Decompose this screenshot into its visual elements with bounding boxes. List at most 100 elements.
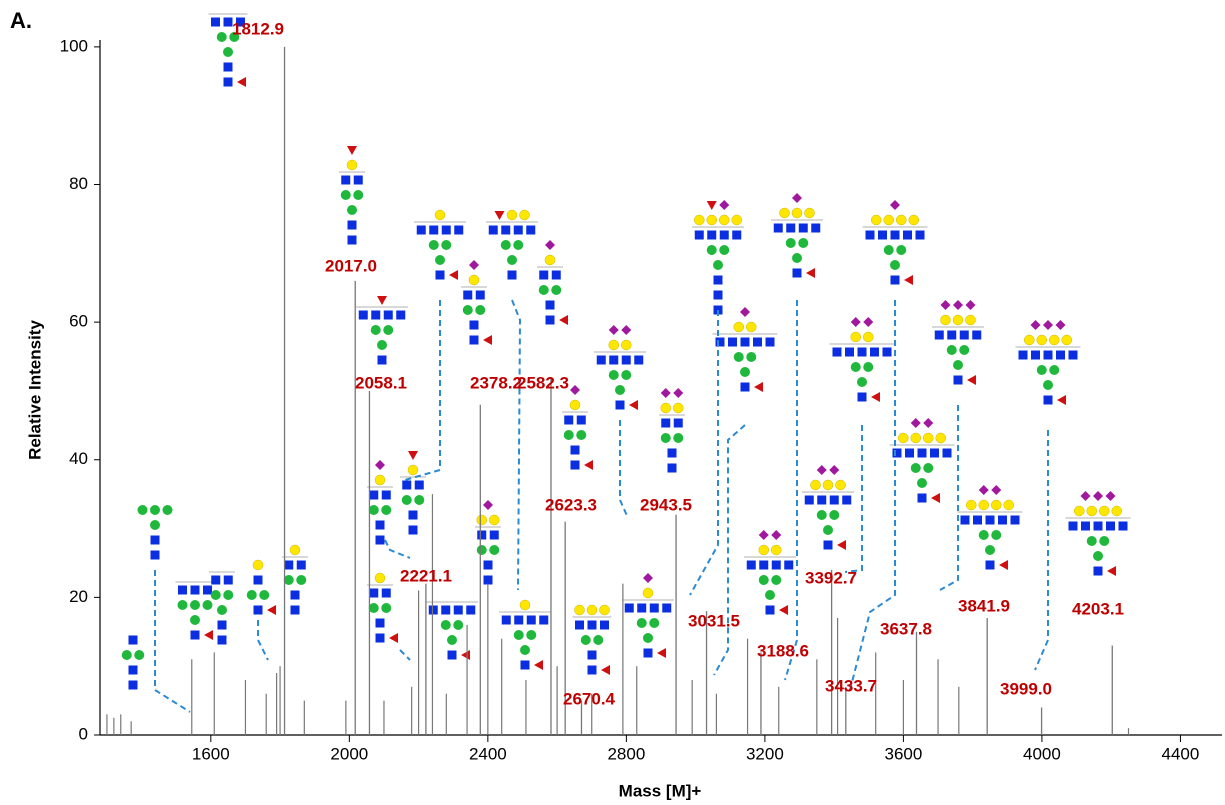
glycan-circle [247,590,257,600]
glycan-circle [290,545,300,555]
glycan-diamond [469,260,479,270]
glycan-diamond [1093,491,1103,501]
glycan-circle [441,240,451,250]
glycan-square [905,449,914,458]
glycan-circle [1004,500,1014,510]
glycan-square [833,348,842,357]
glycan-square [489,226,498,235]
glycan-circle [447,635,457,645]
glycan-square [484,576,493,585]
glycan-circle [836,480,846,490]
panel-label: A. [10,8,32,33]
x-tick-label: 3600 [884,744,922,763]
connector [690,310,718,595]
glycan-circle [909,215,919,225]
x-tick-label: 4400 [1162,744,1200,763]
glycan-circle [369,603,379,613]
glycan-square [546,316,555,325]
glycan-circle [375,475,385,485]
glycan-square [644,649,653,658]
glycan-circle [178,600,188,610]
glycan-square [436,271,445,280]
glycan-circle [780,208,790,218]
glycan-square [600,621,609,630]
glycan-square [291,591,300,600]
glycan-circle [1093,551,1103,561]
peak-label: 3188.6 [757,641,809,660]
x-tick-label: 1600 [192,744,230,763]
glycan-square [470,321,479,330]
glycan-circle [1037,335,1047,345]
glycan-circle [217,605,227,615]
glycan-circle [593,635,603,645]
glycan-square [376,521,385,530]
glycan-circle [991,500,1001,510]
glycan-circle [732,215,742,225]
glycan-circle [851,362,861,372]
y-tick-label: 100 [60,36,88,55]
glycan-square [883,348,892,357]
glycan-square [129,666,138,675]
peak-label: 1812.9 [232,19,284,38]
glycan-square [291,606,300,615]
glycan-square [772,561,781,570]
glycan-diamond [911,418,921,428]
glycan-circle [477,545,487,555]
glycan-diamond [759,530,769,540]
glycan-circle [377,340,387,350]
glycan-triangle [377,296,387,305]
glycan-circle [441,620,451,630]
glycan-circle [122,650,132,660]
glycan-circle [190,600,200,610]
glycan-square [716,338,725,347]
glycan-diamond [829,465,839,475]
glycan-square [514,226,523,235]
glycan-circle [851,332,861,342]
glycan-circle [1049,365,1059,375]
glycan-circle [381,505,391,515]
glycan-square [728,338,737,347]
y-axis-title: Relative Intensity [25,320,44,460]
glycan-square [539,271,548,280]
glycan-square [817,496,826,505]
glycan-triangle [1057,395,1066,405]
glycan-circle [811,480,821,490]
glycan-square [858,393,867,402]
glycan-square [224,78,233,87]
connector [385,540,410,558]
glycan-circle [284,575,294,585]
glycan-circle [746,322,756,332]
glycan-circle [507,255,517,265]
glycan-circle [475,305,485,315]
glycan-square [930,449,939,458]
glycan-triangle [389,633,398,643]
glycan-square [371,311,380,320]
glycan-circle [469,275,479,285]
peak-label: 3433.7 [825,676,877,695]
glycan-square [597,356,606,365]
glycan-circle [223,47,233,57]
glycan-circle [734,322,744,332]
glycan-square [637,604,646,613]
glycan-square [1094,567,1103,576]
peak-label: 2943.5 [640,495,692,514]
glycan-square [463,291,472,300]
peak-label: 3637.8 [880,619,932,638]
glycan-square [376,536,385,545]
glycan-circle [383,325,393,335]
glycan-square [891,276,900,285]
glycan-square [845,348,854,357]
glycan-square [986,516,995,525]
glycan-diamond [545,240,555,250]
glycan-square [508,271,517,280]
glycan-triangle [559,315,568,325]
glycan-circle [526,630,536,640]
glycan-circle [513,240,523,250]
glycan-circle [564,430,574,440]
glycan-square [191,631,200,640]
glycan-circle [501,240,511,250]
glycan-square [501,226,510,235]
glycan-square [224,576,233,585]
glycan-circle [570,400,580,410]
glycan-circle [694,215,704,225]
